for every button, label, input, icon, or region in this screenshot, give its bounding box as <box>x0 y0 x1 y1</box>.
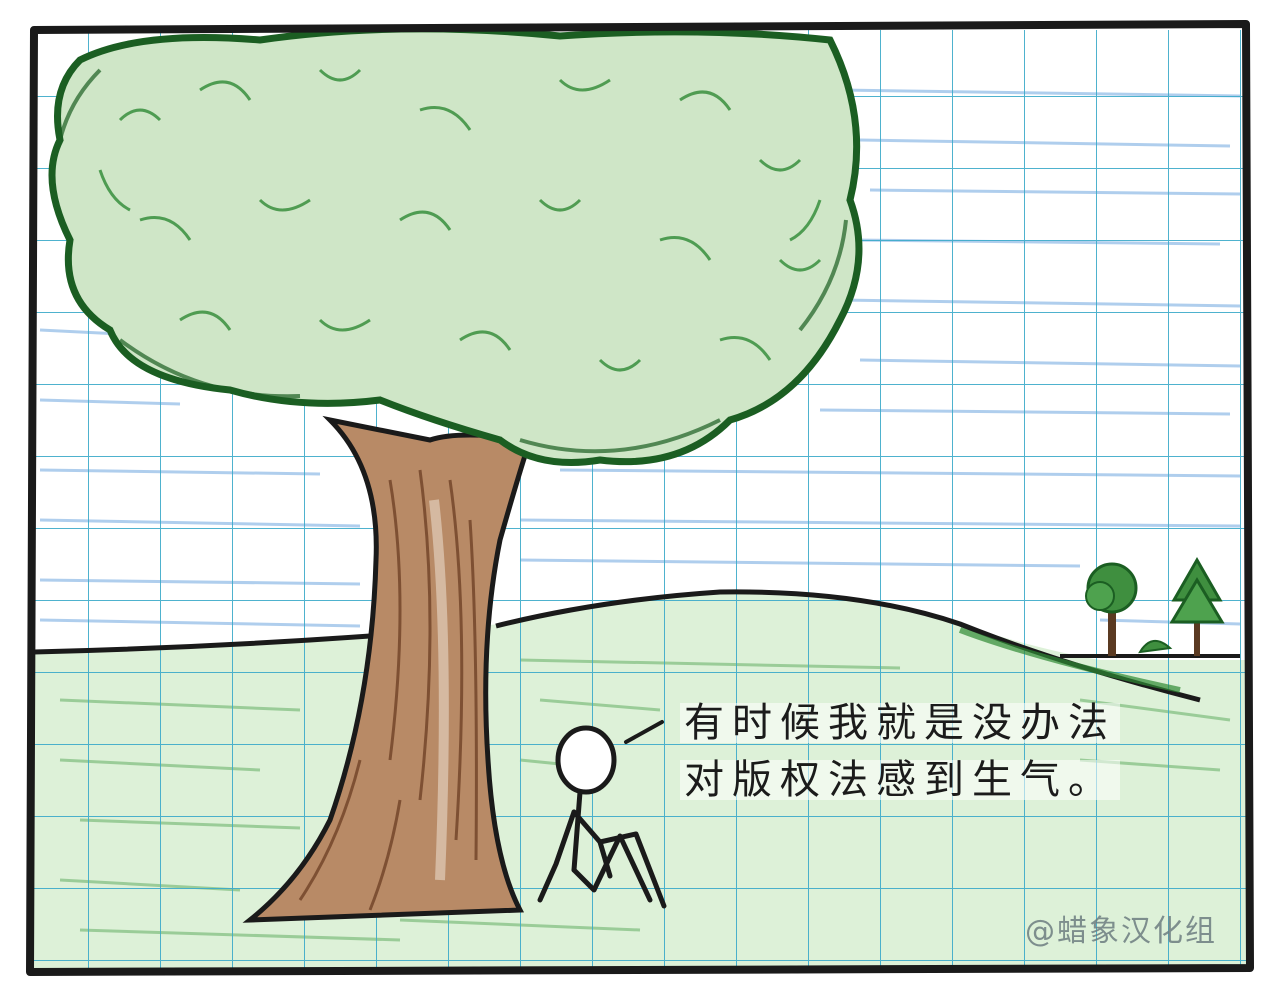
stick-figure <box>537 725 667 909</box>
caption-line-1: 有时候我就是没办法 <box>680 703 1120 743</box>
canopy-shadow <box>58 68 848 454</box>
horizon-line <box>34 633 371 655</box>
distant-tree-left <box>1085 562 1138 656</box>
distant-bush <box>1138 640 1173 654</box>
canopy-scribbles <box>98 68 822 372</box>
caption-line-2: 对版权法感到生气。 <box>680 760 1120 800</box>
panel-border <box>26 20 1254 976</box>
trunk-highlight <box>429 499 449 881</box>
watermark: @蜡象汉化组 <box>1025 914 1217 949</box>
hill-shading <box>958 627 1181 693</box>
distant-tree-right <box>1169 556 1225 656</box>
tree-canopy <box>48 30 863 466</box>
speech-line <box>624 720 664 744</box>
trunk-bark-texture <box>298 469 478 911</box>
